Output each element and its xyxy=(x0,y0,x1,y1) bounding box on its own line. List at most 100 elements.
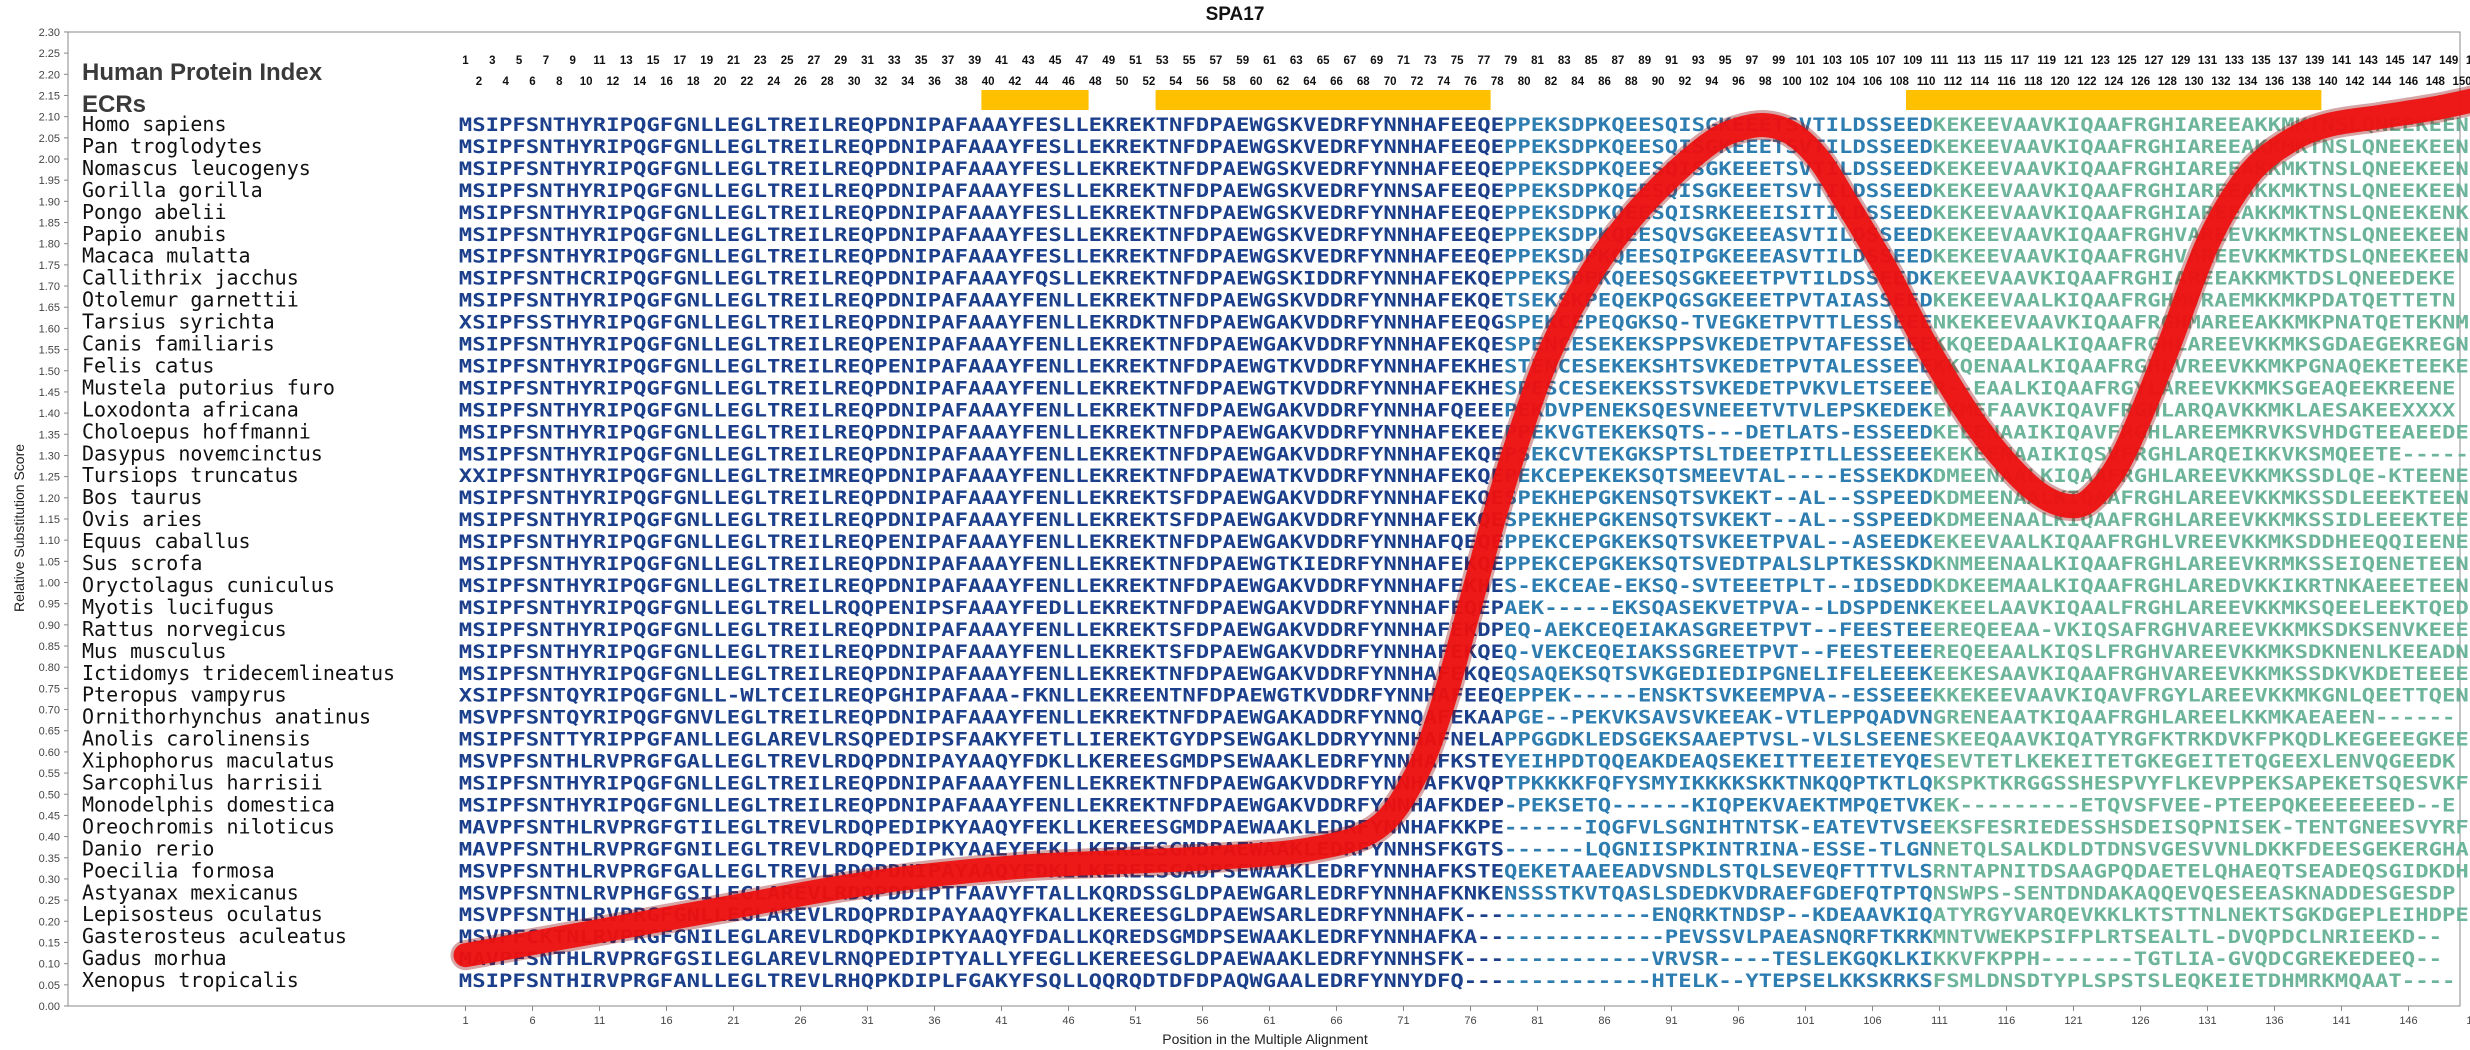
x-axis-label: Position in the Multiple Alignment xyxy=(1162,1031,1368,1047)
top-position-even: 132 xyxy=(2211,76,2230,88)
alignment-row: XSIPFSNTQYRIPQGFGNLL-WLTCEILREQPGHIPAFAA… xyxy=(459,685,2470,707)
y-tick-label: 0.60 xyxy=(39,747,60,759)
top-position-even: 6 xyxy=(529,76,535,88)
x-tick-label: 11 xyxy=(594,1015,605,1027)
top-position-even: 14 xyxy=(633,76,646,88)
y-tick-label: 1.95 xyxy=(39,175,60,187)
alignment-row: MSIPFSNTHYRIPQGFGNLLEGLTREILREQPDNIPAFAA… xyxy=(459,114,2470,136)
y-tick-label: 0.05 xyxy=(39,980,60,992)
alignment-row: MSIPFSNTHYRIPQGFGNLLEGLTREILREQPDNIPAFAA… xyxy=(459,794,2456,816)
alignment-row: MSIPFSNTHYRIPQGFGNLLEGLTREILREQPDNIPAFAA… xyxy=(459,136,2470,158)
species-label: Anolis carolinensis xyxy=(82,727,311,751)
top-position-odd: 101 xyxy=(1796,55,1816,67)
top-position-odd: 1 xyxy=(462,55,469,67)
alignment-row: MSIPFSNTHYRIPQGFGNLLEGLTREILREQPENIPAFAA… xyxy=(459,531,2469,553)
y-tick-label: 1.40 xyxy=(39,408,60,420)
top-position-even: 148 xyxy=(2426,76,2446,88)
y-tick-label: 2.25 xyxy=(39,48,60,60)
score-curve-layer xyxy=(450,85,2470,971)
top-position-even: 82 xyxy=(1545,76,1558,88)
alignment-row: XXIPFSNTHYRIPQGFGNLLEGLTREIMREQPDNIPAFAA… xyxy=(459,465,2469,487)
y-axis-label: Relative Substitution Score xyxy=(11,444,27,612)
top-position-even: 142 xyxy=(2345,76,2364,88)
x-tick-label: 131 xyxy=(2198,1015,2216,1027)
top-position-odd: 71 xyxy=(1397,55,1410,67)
species-label: Callithrix jacchus xyxy=(82,266,299,290)
top-position-even: 56 xyxy=(1196,76,1209,88)
ecr-bars xyxy=(981,90,2322,110)
top-position-odd: 145 xyxy=(2386,55,2406,67)
top-position-even: 90 xyxy=(1652,76,1665,88)
top-position-even: 62 xyxy=(1277,76,1290,88)
top-position-even: 4 xyxy=(502,76,509,88)
top-position-even: 58 xyxy=(1223,76,1236,88)
ecr-bar xyxy=(1906,90,2322,110)
top-position-even: 146 xyxy=(2399,76,2418,88)
x-tick-label: 61 xyxy=(1263,1015,1275,1027)
alignment-row: MSIPFSNTHYRIPQGFGNLLEGLTRELLRQQPENIPSFAA… xyxy=(459,597,2470,619)
top-position-even: 10 xyxy=(580,76,593,88)
y-tick-label: 0.30 xyxy=(39,874,60,886)
y-tick-label: 0.70 xyxy=(39,705,60,717)
y-tick-label: 0.95 xyxy=(39,599,60,611)
alignment-row: MSIPFSNTHYRIPQGFGNLLEGLTREILREQPDNIPAFAA… xyxy=(459,575,2470,597)
top-position-even: 100 xyxy=(1783,76,1802,88)
top-position-even: 118 xyxy=(2024,76,2043,88)
top-position-even: 112 xyxy=(1944,76,1963,88)
x-tick-label: 31 xyxy=(861,1015,873,1027)
alignment-row: MAVPFSNTHLRVPRGFGTILEGLTREVLRDQPEDIPKYAA… xyxy=(459,816,2470,838)
species-label: Choloepus hoffmanni xyxy=(82,419,311,443)
top-position-even: 128 xyxy=(2158,76,2178,88)
y-tick-label: 1.30 xyxy=(39,450,60,462)
species-label: Mustela putorius furo xyxy=(82,375,335,399)
alignment-row: MSIPFSNTHYRIPQGFGNLLEGLTREILREQPDNIPAFAA… xyxy=(459,553,2470,575)
y-tick-label: 0.45 xyxy=(39,810,60,822)
species-label: Felis catus xyxy=(82,353,214,377)
alignment-row: MSIPFSNTHYRIPQGFGNLLEGLTREILREQPDNIPAFAA… xyxy=(459,158,2470,180)
top-position-even: 144 xyxy=(2372,76,2392,88)
top-position-odd: 13 xyxy=(620,55,633,67)
top-position-odd: 25 xyxy=(781,55,794,67)
alignment-row: MSVPFCKTNLRVPRGFGNILEGLAREVLRDQPKDIPKYAA… xyxy=(459,926,2442,948)
top-position-odd: 141 xyxy=(2332,55,2352,67)
top-position-odd: 41 xyxy=(995,55,1008,67)
species-label: Oreochromis niloticus xyxy=(82,814,335,838)
top-position-even: 126 xyxy=(2131,76,2150,88)
alignment-row: MSIPFSNTHYRIPQGFGNLLEGLTREILREQPENIPAFAA… xyxy=(459,355,2469,377)
ecr-label: ECRs xyxy=(82,91,146,118)
top-position-odd: 15 xyxy=(647,55,660,67)
top-position-even: 8 xyxy=(556,76,563,88)
top-position-odd: 51 xyxy=(1129,55,1142,67)
top-position-even: 78 xyxy=(1491,76,1504,88)
x-tick-label: 86 xyxy=(1598,1015,1610,1027)
top-position-odd: 31 xyxy=(861,55,874,67)
chart-title: SPA17 xyxy=(1206,4,1265,25)
top-position-odd: 61 xyxy=(1263,55,1276,67)
y-tick-label: 1.50 xyxy=(39,366,60,378)
alignment-row: MSIPFSNTHYRIPQGFGNLLEGLTREILREQPDNIPAFAA… xyxy=(459,509,2470,531)
x-tick-label: 81 xyxy=(1531,1015,1543,1027)
species-label: Ovis aries xyxy=(82,507,202,531)
y-tick-label: 0.85 xyxy=(39,641,60,653)
ecr-bar xyxy=(981,90,1089,110)
y-tick-label: 1.20 xyxy=(39,493,60,505)
y-tick-label: 2.00 xyxy=(39,154,60,166)
species-label: Sarcophilus harrisii xyxy=(82,771,323,795)
top-position-odd: 95 xyxy=(1719,55,1732,67)
top-position-odd: 29 xyxy=(834,55,847,67)
alignment-row: MSIPFSNTHYRIPQGFGNLLEGLTREILREQPDNIPAFAA… xyxy=(459,421,2469,443)
top-position-odd: 97 xyxy=(1746,55,1759,67)
alignment-row: MSIPFSNTHYRIPQGFGNLLEGLTREILREQPDNIPAFAA… xyxy=(459,180,2470,202)
top-position-even: 18 xyxy=(687,76,700,88)
alignment-row: MSIPFSNTHYRIPQGFGNLLEGLTREILREQPDNIPAFAA… xyxy=(459,224,2470,246)
x-tick-label: 141 xyxy=(2332,1015,2350,1027)
top-position-even: 92 xyxy=(1679,76,1692,88)
top-position-even: 98 xyxy=(1759,76,1772,88)
y-tick-label: 1.70 xyxy=(39,281,60,293)
top-position-odd: 55 xyxy=(1183,55,1196,67)
top-position-odd: 125 xyxy=(2118,55,2138,67)
top-position-odd: 99 xyxy=(1772,55,1785,67)
alignment-row: MSIPFSNTHYRIPQGFGNLLEGLTREILREQPDNIPAFAA… xyxy=(459,202,2470,224)
x-tick-label: 16 xyxy=(660,1015,672,1027)
